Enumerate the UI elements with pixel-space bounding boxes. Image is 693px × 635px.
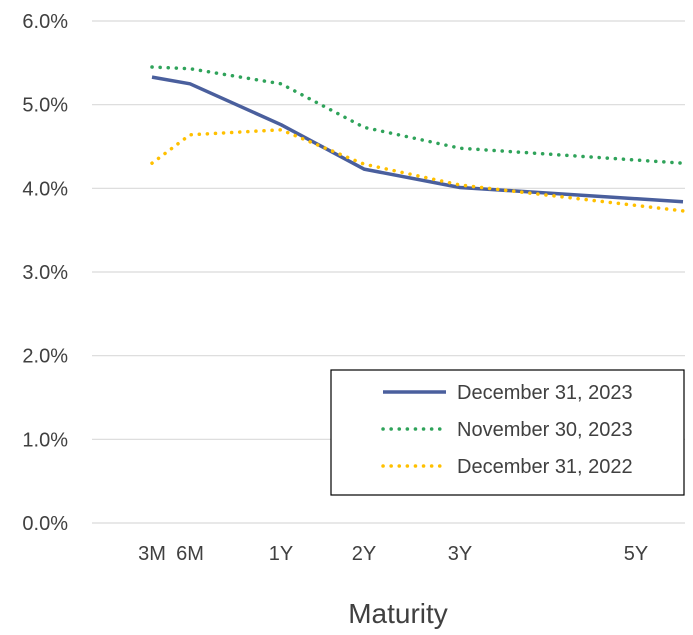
legend-label-2: November 30, 2023 bbox=[457, 419, 633, 441]
y-axis-ticks: 0.0% 1.0% 2.0% 3.0% 4.0% 5.0% 6.0% bbox=[22, 11, 68, 535]
x-axis-ticks: 3M 6M 1Y 2Y 3Y 5Y bbox=[138, 543, 648, 565]
y-tick-label: 6.0% bbox=[22, 11, 68, 33]
series-line-3 bbox=[150, 128, 685, 213]
legend-label-1: December 31, 2023 bbox=[457, 382, 633, 404]
series-line-2 bbox=[150, 65, 685, 165]
series-lines bbox=[150, 65, 685, 213]
x-tick-label: 5Y bbox=[624, 543, 648, 565]
x-tick-label: 3Y bbox=[448, 543, 472, 565]
y-tick-label: 0.0% bbox=[22, 513, 68, 535]
x-tick-label: 3M bbox=[138, 543, 166, 565]
y-tick-label: 1.0% bbox=[22, 429, 68, 451]
y-tick-label: 2.0% bbox=[22, 346, 68, 368]
series-line-1 bbox=[151, 75, 684, 204]
x-axis-label: Maturity bbox=[348, 598, 448, 629]
y-tick-label: 5.0% bbox=[22, 95, 68, 117]
gridlines bbox=[92, 20, 685, 524]
legend: December 31, 2023 November 30, 2023 Decemb… bbox=[330, 369, 685, 496]
x-tick-label: 2Y bbox=[352, 543, 376, 565]
y-tick-label: 3.0% bbox=[22, 262, 68, 284]
x-tick-label: 6M bbox=[176, 543, 204, 565]
y-tick-label: 4.0% bbox=[22, 178, 68, 200]
x-tick-label: 1Y bbox=[269, 543, 293, 565]
legend-label-3: December 31, 2022 bbox=[457, 456, 633, 478]
